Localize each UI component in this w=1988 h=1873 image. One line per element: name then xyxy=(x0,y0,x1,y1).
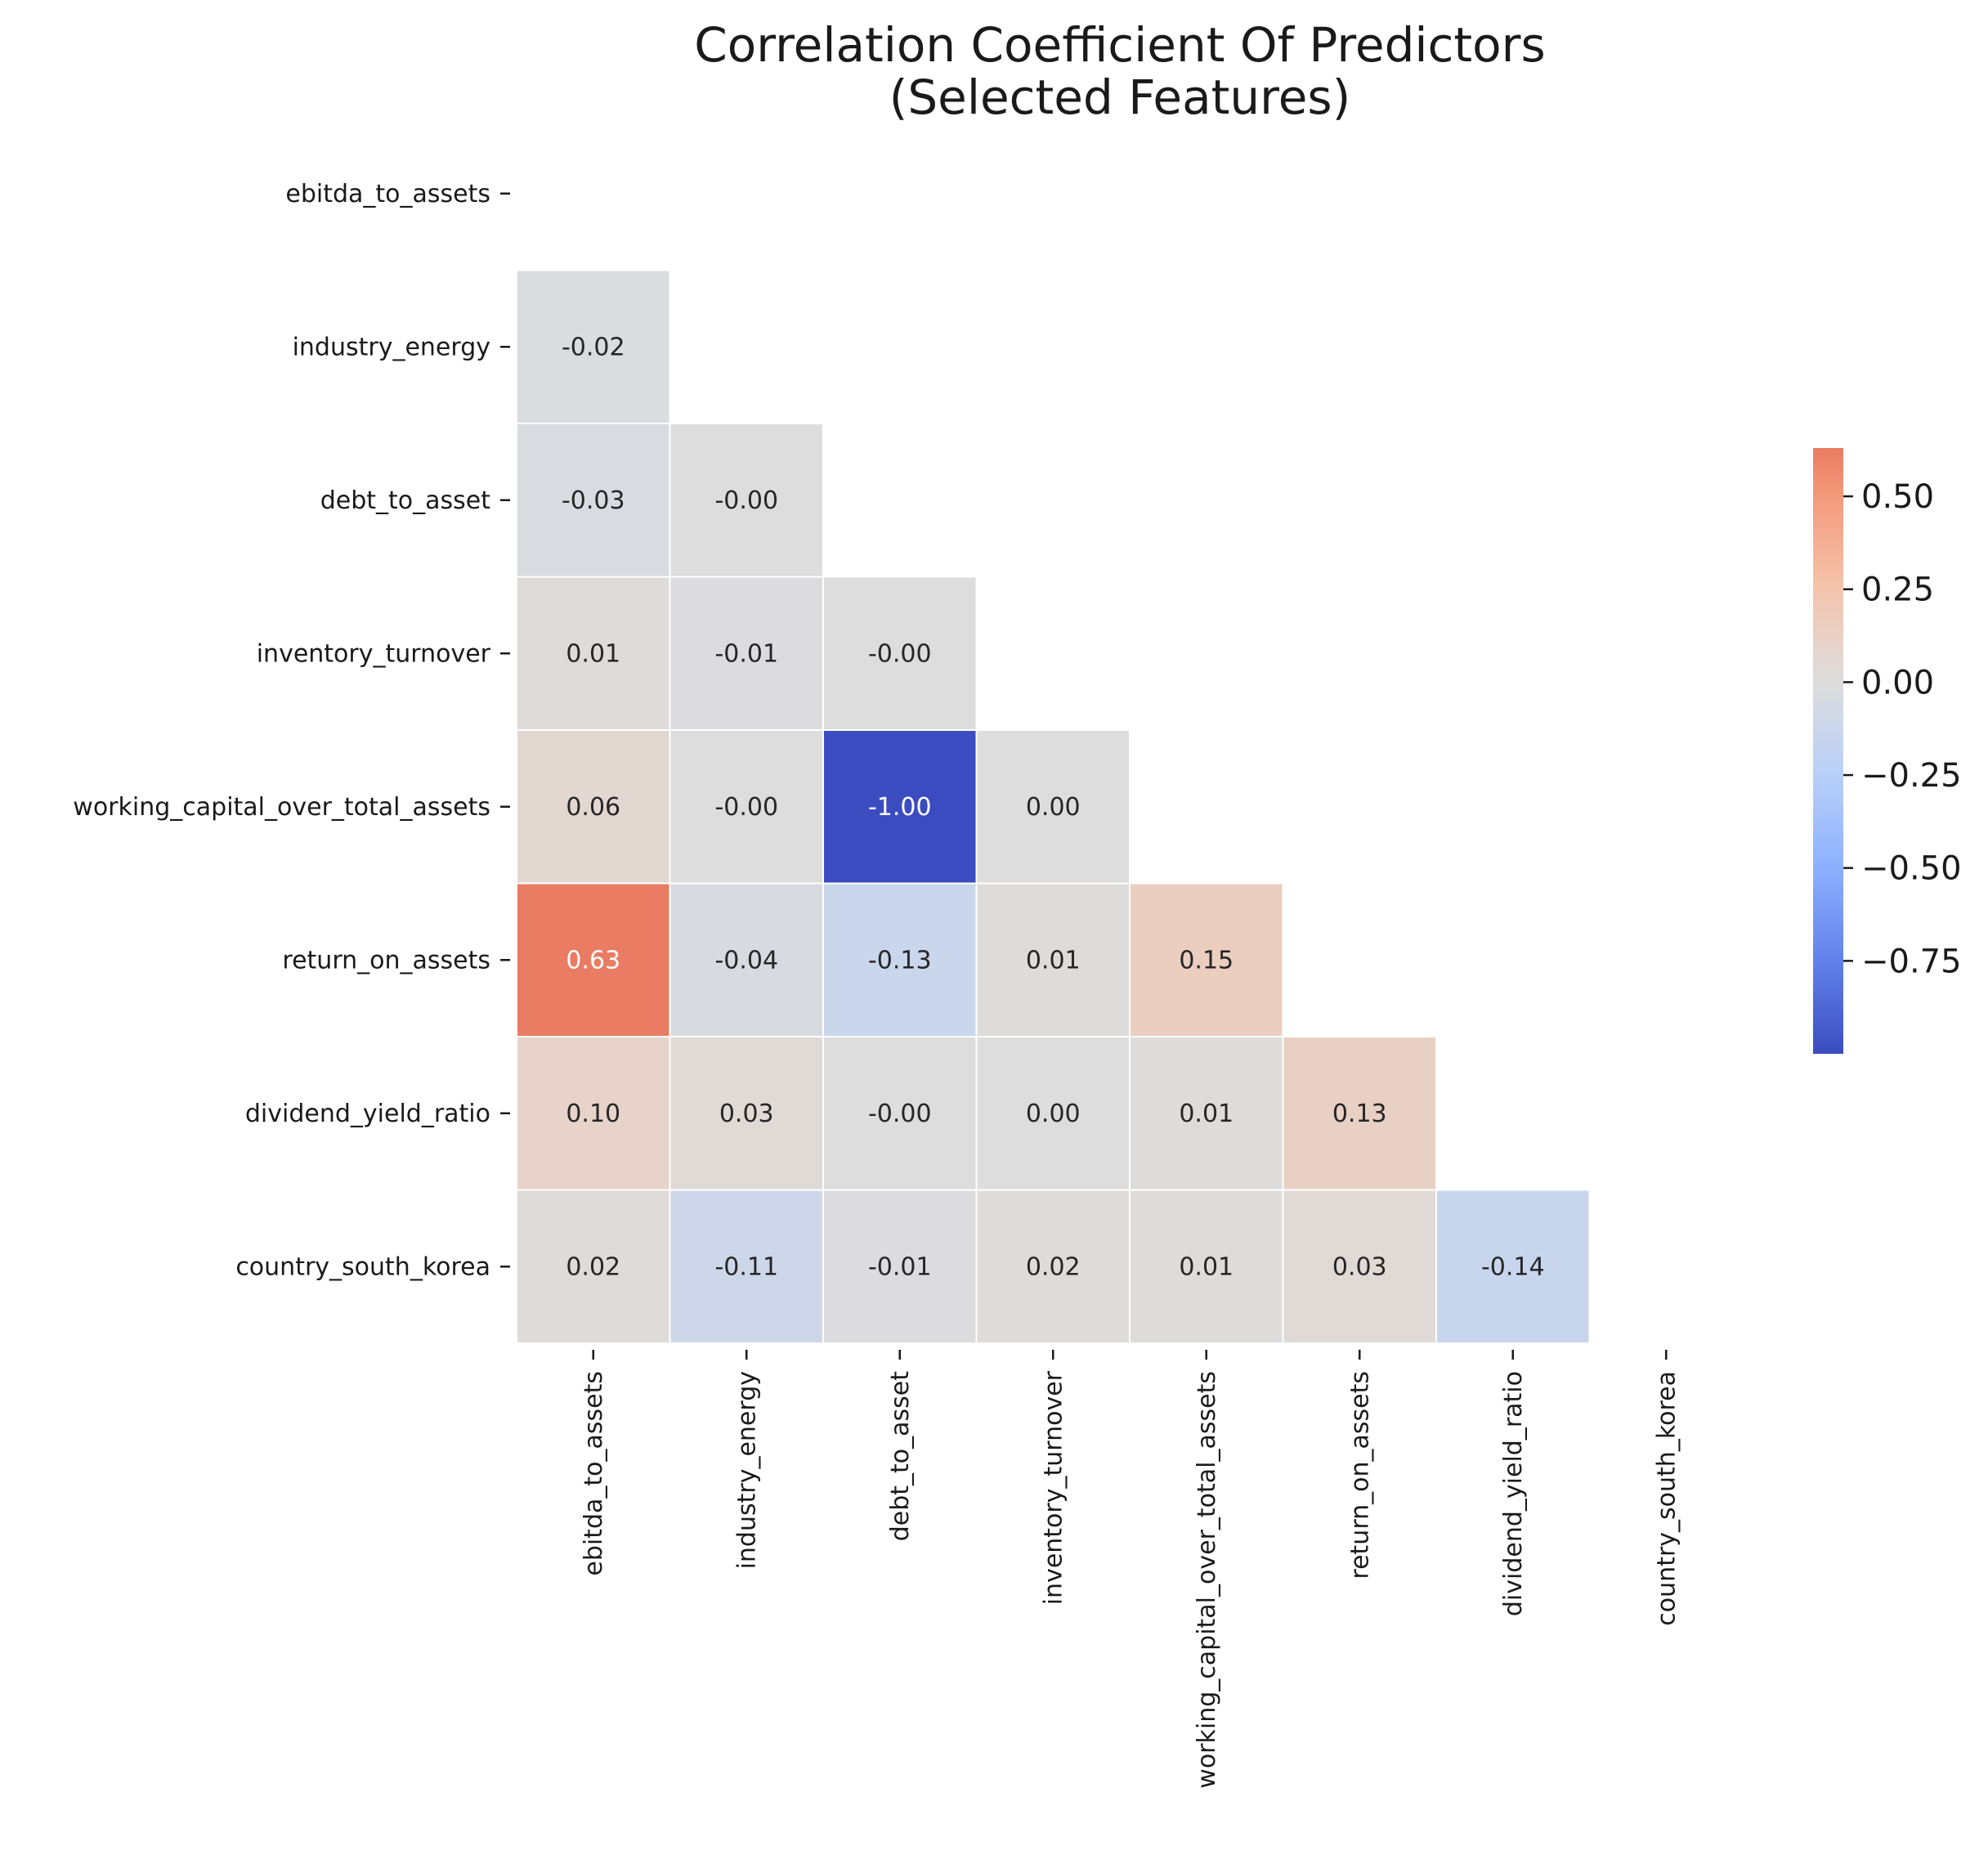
colorbar-tick-label: −0.75 xyxy=(1861,943,1962,980)
colorbar-tick-label: 0.25 xyxy=(1861,571,1934,609)
cell-value-label: -0.01 xyxy=(714,639,778,668)
cell-value-label: 0.01 xyxy=(1179,1100,1234,1128)
cell-value-label: -0.03 xyxy=(562,486,625,515)
cell-value-label: -1.00 xyxy=(868,793,932,822)
heatmap-cell xyxy=(516,269,671,424)
colorbar-tick-label: −0.25 xyxy=(1861,757,1962,795)
cell-value-label: -0.13 xyxy=(868,946,932,975)
heatmap-cell xyxy=(822,576,978,731)
heatmap-cell xyxy=(669,576,824,731)
heatmap-cell xyxy=(1129,882,1284,1037)
heatmap-cell xyxy=(516,423,671,578)
heatmap-cell xyxy=(822,882,978,1037)
cell-value-label: 0.01 xyxy=(1179,1252,1234,1281)
cell-value-label: -0.00 xyxy=(714,486,778,515)
colorbar-gradient xyxy=(1813,448,1843,1054)
chart-title-line: (Selected Features) xyxy=(889,69,1351,125)
cell-value-label: -0.00 xyxy=(868,639,932,668)
cell-value-label: 0.15 xyxy=(1179,946,1234,975)
cell-value-label: 0.13 xyxy=(1332,1100,1387,1128)
cell-value-label: 0.01 xyxy=(566,639,620,668)
y-tick-label: inventory_turnover xyxy=(257,639,491,668)
cell-value-label: 0.03 xyxy=(719,1100,774,1128)
heatmap-cell xyxy=(516,576,671,731)
cell-value-label: 0.00 xyxy=(1026,793,1081,822)
heatmap-cell xyxy=(1435,1189,1591,1344)
heatmap-cell xyxy=(669,1189,824,1344)
y-tick-label: industry_energy xyxy=(293,333,490,361)
cell-value-label: 0.00 xyxy=(1026,1100,1081,1128)
heatmap-cell xyxy=(669,729,824,885)
colorbar: 0.50 0.25 0.00 −0.25 −0.50 −0.75 xyxy=(1813,448,1962,1054)
heatmap-cell xyxy=(669,423,824,578)
cell-value-label: -0.00 xyxy=(714,793,778,822)
y-tick-label: debt_to_asset xyxy=(320,486,491,515)
cell-value-label: 0.01 xyxy=(1026,946,1081,975)
cell-value-label: 0.10 xyxy=(566,1100,620,1128)
heatmap-cell xyxy=(975,882,1131,1037)
cell-value-label: 0.63 xyxy=(566,946,620,975)
y-tick-label: working_capital_over_total_assets xyxy=(73,793,490,822)
x-tick-label: return_on_assets xyxy=(1345,1371,1374,1580)
heatmap-cell xyxy=(975,1189,1131,1344)
cell-value-label: -0.00 xyxy=(868,1100,932,1128)
x-tick-label: dividend_yield_ratio xyxy=(1499,1371,1528,1616)
cell-value-label: 0.06 xyxy=(566,793,620,822)
heatmap-cell xyxy=(669,1036,824,1191)
cell-value-label: 0.02 xyxy=(566,1252,620,1281)
cell-value-label: -0.04 xyxy=(714,946,778,975)
colorbar-tick-label: −0.50 xyxy=(1861,850,1962,888)
chart-title: Correlation Coefficient Of Predictors(Se… xyxy=(694,17,1545,125)
x-tick-label: industry_energy xyxy=(732,1371,761,1569)
heatmap-cell xyxy=(669,882,824,1037)
cell-value-label: -0.14 xyxy=(1481,1252,1545,1281)
heatmap-cell xyxy=(516,1189,671,1344)
x-tick-label: ebitda_to_assets xyxy=(580,1371,608,1576)
cell-value-label: 0.03 xyxy=(1332,1252,1387,1281)
x-tick-label: working_capital_over_total_assets xyxy=(1193,1371,1221,1789)
chart-title-line: Correlation Coefficient Of Predictors xyxy=(694,17,1545,73)
x-tick-label: debt_to_asset xyxy=(886,1371,915,1542)
cell-value-label: 0.02 xyxy=(1026,1252,1081,1281)
x-axis-ticks: ebitda_to_assets industry_energy debt_to_a… xyxy=(580,1350,1681,1789)
cell-value-label: -0.02 xyxy=(562,333,625,361)
x-tick-label: inventory_turnover xyxy=(1039,1370,1068,1605)
heatmap-cell xyxy=(1282,1036,1437,1191)
y-tick-label: ebitda_to_assets xyxy=(285,180,490,208)
colorbar-tick-label: 0.00 xyxy=(1861,664,1934,701)
colorbar-tick-label: 0.50 xyxy=(1861,478,1934,516)
cell-value-label: -0.01 xyxy=(868,1252,932,1281)
y-tick-label: country_south_korea xyxy=(235,1252,490,1281)
y-axis-ticks: ebitda_to_assets industry_energy debt_to_a… xyxy=(73,180,510,1281)
heatmap-cell xyxy=(822,1036,978,1191)
heatmap-cell xyxy=(516,1036,671,1191)
heatmap-cells: -0.02 -0.03 -0.00 0.01 -0.01 -0.00 0.06 -0.00 -1… xyxy=(516,269,1591,1344)
y-tick-label: dividend_yield_ratio xyxy=(245,1100,490,1128)
x-tick-label: country_south_korea xyxy=(1652,1371,1681,1626)
cell-value-label: -0.11 xyxy=(714,1252,778,1281)
heatmap-cell xyxy=(1282,1189,1437,1344)
heatmap-cell xyxy=(1129,1036,1284,1191)
heatmap-cell xyxy=(975,729,1131,885)
y-tick-label: return_on_assets xyxy=(282,946,490,975)
heatmap-cell xyxy=(975,1036,1131,1191)
